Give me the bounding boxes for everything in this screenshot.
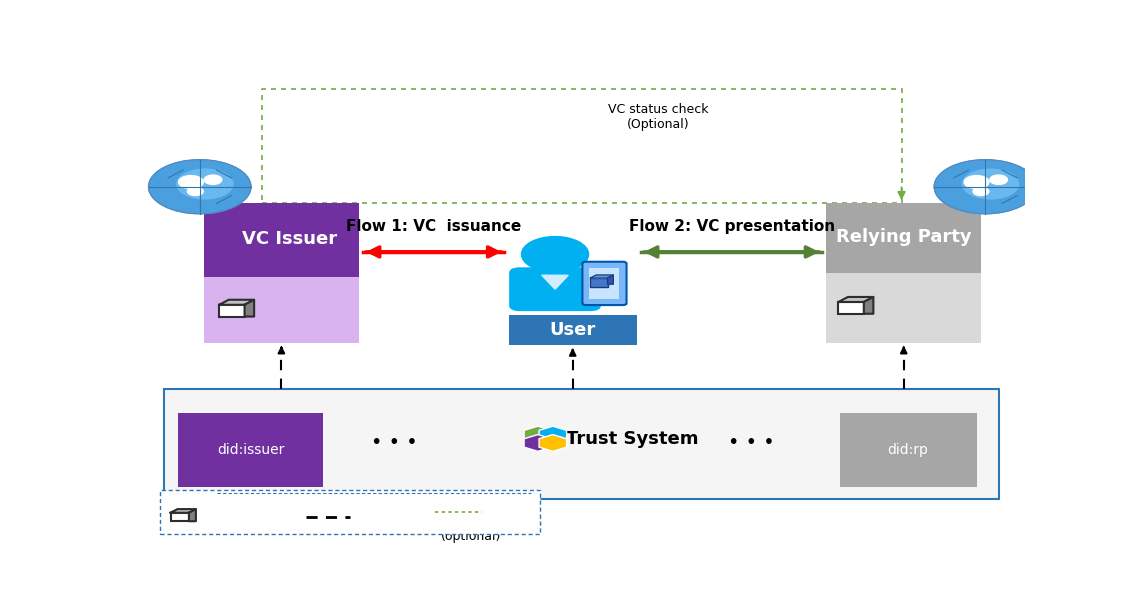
FancyBboxPatch shape	[838, 302, 863, 314]
Circle shape	[148, 160, 251, 214]
Polygon shape	[542, 275, 568, 289]
FancyBboxPatch shape	[204, 203, 359, 343]
FancyBboxPatch shape	[171, 512, 189, 522]
Text: • • •: • • •	[728, 433, 775, 453]
Polygon shape	[171, 509, 196, 512]
Circle shape	[973, 187, 989, 195]
FancyBboxPatch shape	[582, 262, 626, 305]
Text: Flow 2: VC presentation: Flow 2: VC presentation	[629, 219, 835, 234]
Text: Trust System: Trust System	[566, 430, 698, 448]
FancyBboxPatch shape	[164, 390, 999, 499]
Polygon shape	[245, 299, 254, 316]
Circle shape	[522, 237, 589, 272]
Polygon shape	[539, 426, 566, 443]
Polygon shape	[524, 434, 551, 451]
Polygon shape	[863, 297, 874, 314]
FancyBboxPatch shape	[590, 268, 620, 298]
FancyBboxPatch shape	[219, 305, 245, 316]
Polygon shape	[607, 275, 613, 284]
FancyBboxPatch shape	[509, 267, 601, 311]
Polygon shape	[590, 275, 613, 278]
Text: VC Contract: VC Contract	[257, 306, 337, 319]
Text: Flow 1: VC  issuance: Flow 1: VC issuance	[346, 219, 522, 234]
Text: Relying Party: Relying Party	[836, 227, 972, 246]
Circle shape	[177, 169, 233, 199]
Circle shape	[204, 175, 222, 185]
Polygon shape	[838, 297, 874, 302]
Polygon shape	[539, 434, 566, 451]
FancyBboxPatch shape	[590, 278, 607, 287]
Circle shape	[179, 175, 203, 189]
Polygon shape	[189, 509, 196, 522]
FancyBboxPatch shape	[827, 273, 981, 343]
Polygon shape	[219, 299, 254, 305]
Text: DID Lookup: DID Lookup	[357, 511, 427, 523]
FancyBboxPatch shape	[827, 203, 981, 343]
Text: VC status check
(Optional): VC status check (Optional)	[608, 103, 708, 131]
FancyBboxPatch shape	[159, 489, 540, 534]
Circle shape	[990, 175, 1008, 185]
FancyBboxPatch shape	[204, 277, 359, 343]
Text: Legend: Legend	[169, 492, 227, 506]
Text: did:rp: did:rp	[887, 443, 928, 457]
Text: Configuration: Configuration	[203, 511, 287, 523]
Text: VC Issuer: VC Issuer	[241, 231, 337, 249]
Text: Trusted VC
issuers: Trusted VC issuers	[886, 295, 958, 323]
Text: VC status check
(optional): VC status check (optional)	[441, 515, 541, 543]
Text: did:issuer: did:issuer	[216, 443, 285, 457]
Circle shape	[934, 160, 1036, 214]
Circle shape	[188, 187, 203, 195]
Polygon shape	[524, 426, 551, 443]
Text: User: User	[550, 321, 596, 339]
FancyBboxPatch shape	[509, 315, 637, 345]
FancyBboxPatch shape	[178, 413, 323, 487]
Text: • • •: • • •	[370, 433, 417, 453]
FancyBboxPatch shape	[839, 413, 976, 487]
Circle shape	[962, 169, 1018, 199]
Circle shape	[965, 175, 989, 189]
